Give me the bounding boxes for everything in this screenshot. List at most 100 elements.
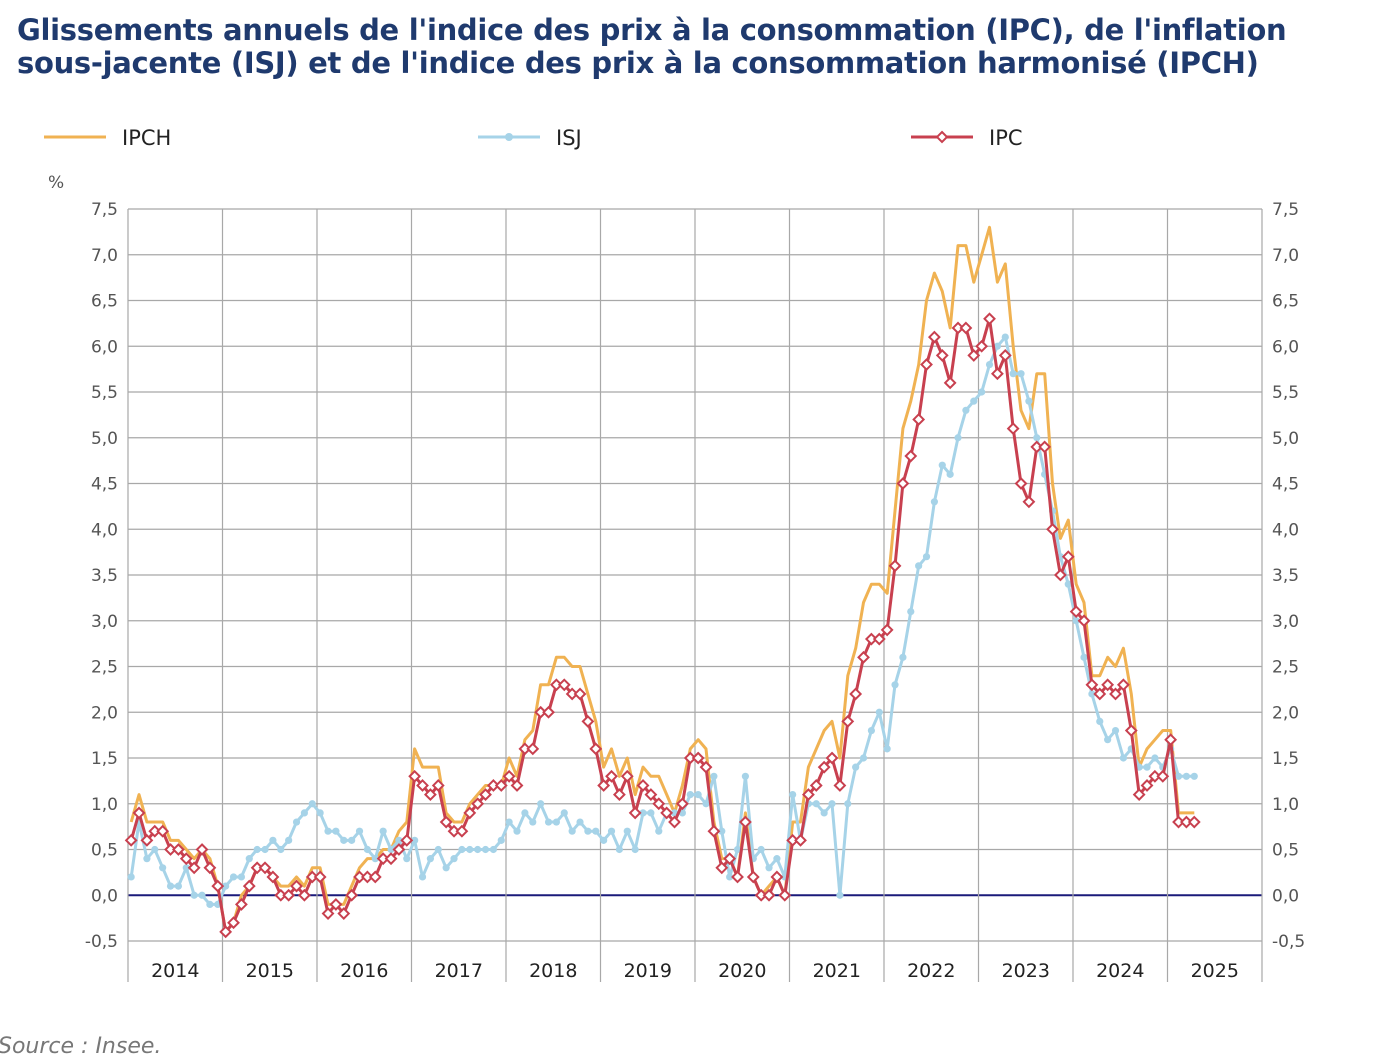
- point-isj: [875, 708, 883, 716]
- point-isj: [395, 836, 403, 844]
- point-isj: [615, 845, 624, 854]
- point-isj: [907, 608, 915, 616]
- point-ipc: [258, 861, 272, 875]
- point-isj: [411, 836, 419, 844]
- x-tick-label: 2024: [1096, 960, 1144, 982]
- point-isj: [1111, 726, 1120, 735]
- x-tick-label: 2020: [718, 960, 766, 982]
- point-ipc: [880, 623, 894, 637]
- point-isj: [852, 763, 860, 771]
- point-ipc: [1156, 769, 1170, 783]
- point-ipc: [778, 888, 792, 902]
- point-ipc: [975, 339, 989, 353]
- point-ipc: [660, 806, 674, 820]
- y-tick-label-left: 1,0: [91, 795, 118, 815]
- point-isj: [1119, 754, 1127, 762]
- point-isj: [985, 360, 994, 369]
- point-isj: [403, 855, 411, 863]
- point-isj: [718, 827, 726, 835]
- point-ipc: [738, 815, 752, 829]
- point-ipc: [471, 797, 485, 811]
- point-ipc: [983, 312, 996, 326]
- point-isj: [978, 388, 986, 396]
- point-ipc: [171, 843, 185, 856]
- point-ipc: [337, 907, 351, 920]
- point-isj: [143, 855, 151, 863]
- point-isj: [1174, 772, 1183, 780]
- y-tick-label-right: 0,0: [1272, 886, 1299, 906]
- y-tick-label-right: 7,0: [1272, 246, 1299, 266]
- point-isj: [348, 836, 356, 844]
- point-ipc: [1101, 678, 1115, 692]
- point-isj: [1017, 370, 1025, 378]
- y-tick-label-right: 4,0: [1272, 520, 1299, 540]
- point-ipc: [423, 788, 437, 802]
- point-ipc: [920, 358, 933, 371]
- y-tick-label-left: 6,5: [91, 292, 118, 312]
- point-isj: [371, 855, 379, 863]
- point-isj: [426, 855, 434, 863]
- point-ipc: [219, 925, 233, 939]
- point-isj: [537, 800, 545, 808]
- y-tick-label-left: 0,0: [91, 886, 118, 906]
- point-isj: [647, 809, 655, 817]
- x-tick-label: 2022: [907, 960, 955, 982]
- point-ipc: [943, 376, 957, 390]
- point-isj: [655, 827, 663, 835]
- y-tick-label-right: 7,5: [1272, 200, 1299, 220]
- point-isj: [820, 809, 828, 817]
- point-isj: [1096, 717, 1104, 726]
- x-tick-label: 2025: [1191, 960, 1239, 982]
- point-isj: [733, 845, 742, 854]
- point-isj: [946, 470, 954, 478]
- point-isj: [560, 809, 568, 817]
- point-ipc: [1187, 815, 1201, 829]
- y-tick-label-left: 4,0: [91, 520, 118, 540]
- y-tick-label-right: 2,0: [1272, 703, 1299, 723]
- point-ipc: [1046, 522, 1059, 536]
- point-ipc: [1140, 779, 1154, 792]
- legend-marker: [935, 130, 949, 144]
- point-isj: [1190, 772, 1198, 780]
- point-isj: [355, 827, 364, 835]
- point-isj: [458, 845, 466, 854]
- point-isj: [489, 845, 497, 854]
- line-isj: [129, 335, 1195, 906]
- point-ipc: [416, 779, 429, 792]
- point-ipc: [502, 769, 516, 783]
- point-ipc: [1077, 614, 1091, 628]
- point-ipc: [321, 907, 335, 920]
- point-ipc: [368, 870, 382, 884]
- point-ipc: [463, 806, 477, 820]
- point-ipc: [290, 879, 303, 893]
- point-ipc: [1132, 788, 1146, 802]
- point-isj: [261, 845, 269, 854]
- point-isj: [159, 864, 167, 872]
- point-isj: [222, 882, 230, 890]
- x-tick-label: 2023: [1002, 960, 1050, 982]
- y-tick-label-right: 5,5: [1272, 383, 1299, 403]
- point-isj: [253, 845, 261, 854]
- point-isj: [474, 845, 482, 854]
- y-tick-label-right: 0,5: [1272, 841, 1299, 861]
- point-isj: [1072, 617, 1080, 625]
- chart-title: Glissements annuels de l'indice des prix…: [17, 13, 1287, 80]
- point-ipc: [912, 413, 926, 426]
- point-ipc: [644, 788, 658, 802]
- point-isj: [308, 800, 316, 808]
- point-isj: [757, 845, 765, 854]
- point-ipc: [1124, 724, 1138, 737]
- point-ipc: [1061, 550, 1075, 564]
- point-isj: [1080, 653, 1088, 661]
- point-ipc: [825, 751, 839, 765]
- point-ipc: [124, 833, 138, 847]
- point-isj: [481, 845, 490, 854]
- point-isj: [607, 827, 616, 835]
- point-ipc: [156, 824, 170, 838]
- point-isj: [789, 791, 797, 799]
- point-isj: [277, 845, 285, 854]
- point-isj: [592, 827, 600, 835]
- point-isj: [576, 818, 584, 826]
- point-isj: [497, 836, 505, 844]
- point-isj: [970, 397, 978, 405]
